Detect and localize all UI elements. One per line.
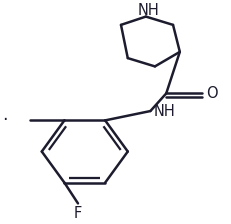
Text: ·: ·	[2, 111, 8, 129]
Text: O: O	[206, 86, 217, 101]
Text: F: F	[74, 205, 82, 220]
Text: NH: NH	[137, 3, 159, 18]
Text: NH: NH	[154, 104, 176, 119]
